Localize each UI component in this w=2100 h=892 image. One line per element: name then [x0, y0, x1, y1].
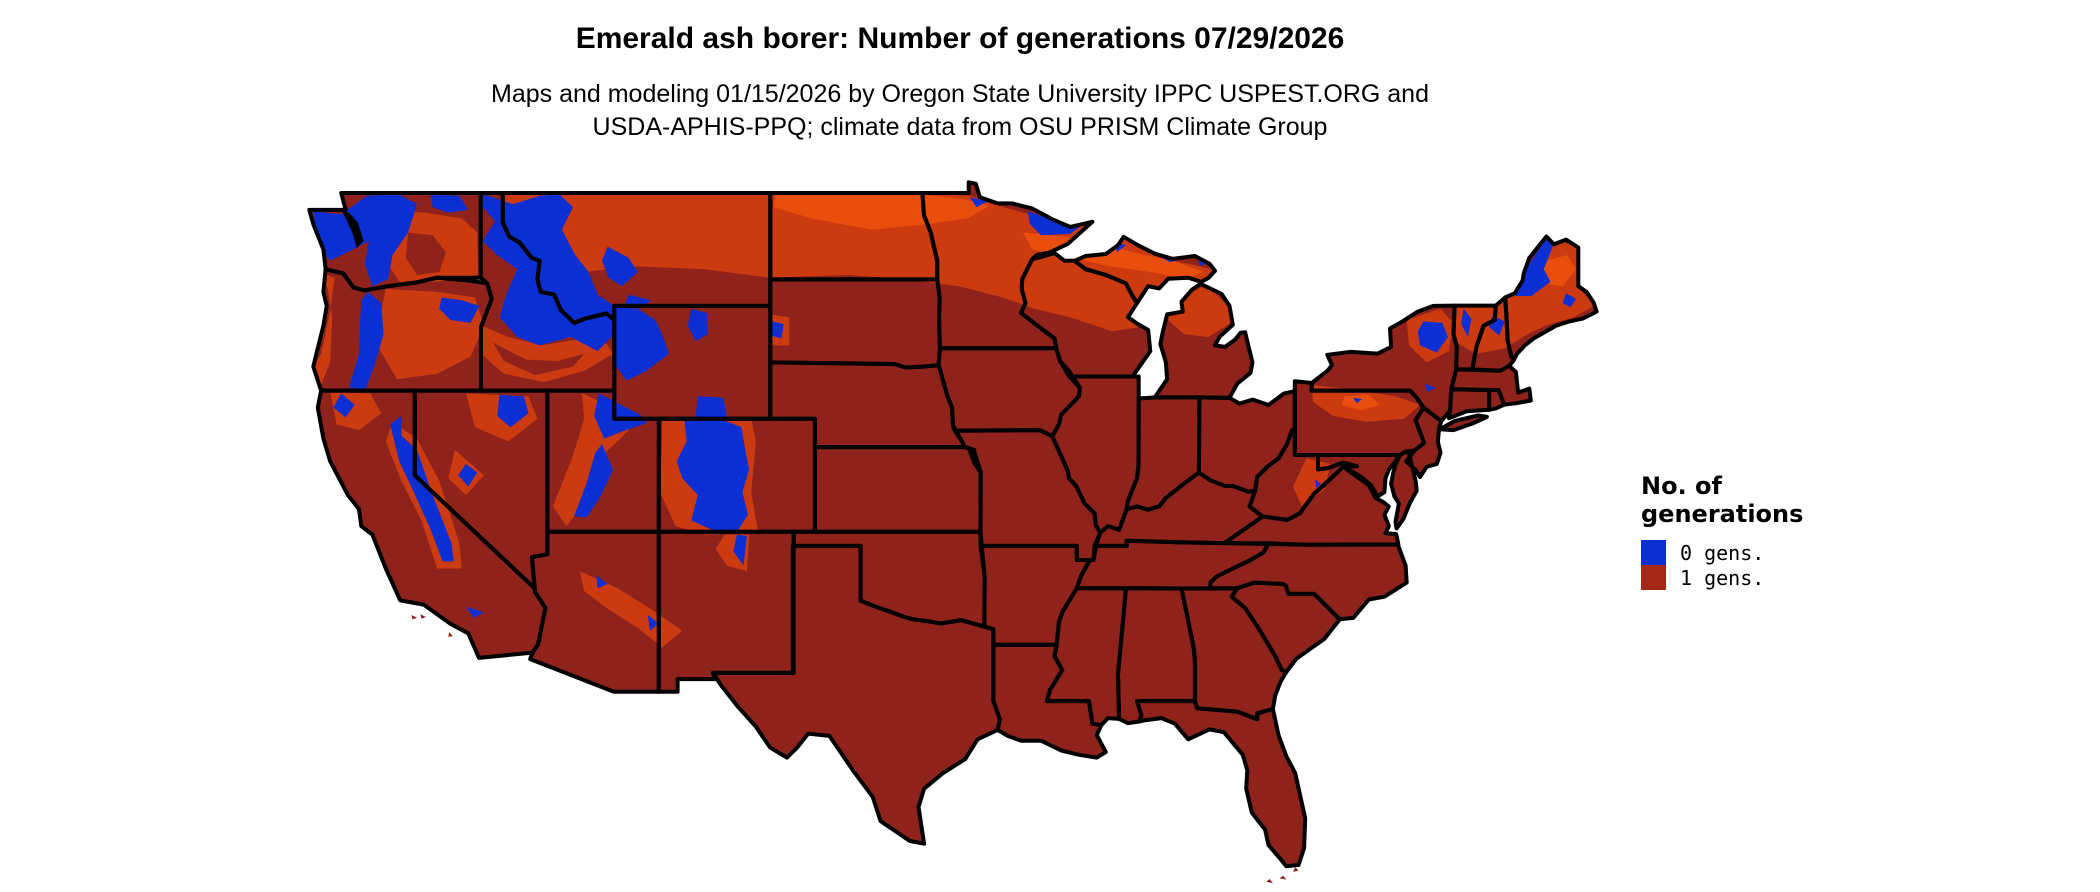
region-blue-mn-n: [969, 197, 988, 208]
region-blue-bighorn: [687, 308, 708, 342]
map-header: Emerald ash borer: Number of generations…: [0, 22, 1920, 144]
state-border-FL: [1135, 699, 1308, 869]
state-border-DELMARVA: [1389, 449, 1419, 531]
island-fl-key-1: [1266, 879, 1273, 884]
region-blue-wa-west: [313, 194, 417, 287]
legend-title: No. of generations: [1641, 472, 1803, 528]
region-blue-socal: [466, 606, 484, 618]
raster-regions: [313, 193, 1594, 648]
map-subtitle: Maps and modeling 01/15/2026 by Oregon S…: [0, 78, 1920, 144]
legend-items: 0 gens. 1 gens.: [1641, 540, 1803, 590]
region-blue-uinta: [594, 393, 647, 439]
region-blue-az1: [596, 575, 608, 589]
region-blue-nm-sangre: [733, 534, 747, 566]
region-blue-vt: [1461, 308, 1472, 337]
region-blue-or-cascades: [349, 291, 384, 390]
state-border-MD: [1316, 453, 1402, 499]
region-blue-mt-belt: [602, 246, 638, 287]
legend-swatch-0: [1641, 540, 1666, 565]
island-fl-key-3: [1293, 867, 1299, 872]
region-blue-or-blues: [439, 297, 480, 323]
region-blue-wa-ne: [430, 194, 469, 213]
legend-title-line-2: generations: [1641, 500, 1804, 528]
state-border-LI: [1437, 413, 1489, 433]
region-blue-nv-c: [458, 464, 478, 487]
region-blue-mn-arrowhead: [1027, 211, 1084, 236]
legend-label-1: 1 gens.: [1680, 565, 1765, 590]
region-blue-catskills: [1424, 383, 1436, 392]
legend-title-line-1: No. of: [1641, 472, 1722, 500]
state-border-MI: [1152, 281, 1255, 400]
region-blue-nv-ne: [497, 394, 529, 428]
subtitle-line-2: USDA-APHIS-PPQ; climate data from OSU PR…: [592, 113, 1328, 141]
state-borders: [307, 180, 1599, 869]
legend-swatch-1: [1641, 565, 1666, 590]
puget-sound: [342, 211, 364, 248]
subtitle-line-1: Maps and modeling 01/15/2026 by Oregon S…: [491, 80, 1429, 108]
region-blue-id-mt: [482, 194, 615, 352]
region-blue-co: [676, 420, 750, 531]
region-blue-sierra: [390, 416, 454, 562]
region-blue-wv-speck: [1315, 479, 1321, 488]
region-blue-klamath: [333, 393, 355, 418]
state-border-ME: [1503, 234, 1599, 363]
region-blue-az2: [647, 615, 659, 631]
legend: No. of generations 0 gens. 1 gens.: [1641, 472, 1803, 590]
legend-item-1: 1 gens.: [1641, 565, 1803, 590]
region-c-columbia: [405, 232, 446, 275]
legend-label-0: 0 gens.: [1680, 540, 1765, 565]
state-border-SC: [1229, 580, 1342, 675]
region-b-pa: [1342, 394, 1380, 411]
state-border-TX: [711, 543, 1002, 846]
region-o-or-coast: [313, 272, 335, 385]
legend-item-0: 0 gens.: [1641, 540, 1803, 565]
region-b-nd: [773, 194, 990, 230]
state-border-MI-UP: [1072, 234, 1217, 306]
region-blue-wy-nw: [615, 307, 669, 381]
region-blue-adirondacks: [1417, 321, 1448, 353]
island-channel-3: [448, 632, 453, 637]
region-o-az-rim: [579, 571, 683, 648]
region-c-snake: [492, 342, 585, 376]
island-channel-2: [420, 614, 426, 619]
region-blue-blackhills: [771, 321, 784, 339]
region-blue-wy-s: [695, 396, 727, 418]
region-blue-pa-speck: [1353, 397, 1363, 404]
island-fl-key-2: [1279, 875, 1287, 880]
page-title: Emerald ash borer: Number of generations…: [575, 22, 1345, 55]
state-border-NJ: [1404, 405, 1444, 479]
region-blue-maine-e: [1562, 293, 1577, 308]
island-channel-1: [411, 615, 417, 620]
region-blue-ut-plateau: [574, 444, 614, 518]
